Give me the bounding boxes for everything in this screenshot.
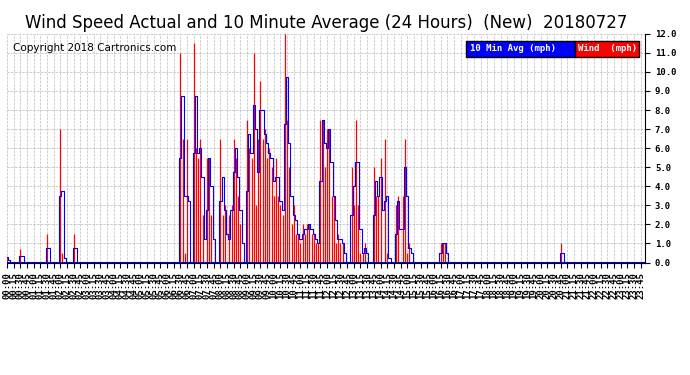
FancyBboxPatch shape: [575, 40, 639, 57]
FancyBboxPatch shape: [466, 40, 575, 57]
Text: 10 Min Avg (mph): 10 Min Avg (mph): [470, 44, 555, 53]
Title: Wind Speed Actual and 10 Minute Average (24 Hours)  (New)  20180727: Wind Speed Actual and 10 Minute Average …: [25, 14, 627, 32]
Text: Wind  (mph): Wind (mph): [578, 44, 638, 53]
Text: Copyright 2018 Cartronics.com: Copyright 2018 Cartronics.com: [13, 43, 177, 53]
